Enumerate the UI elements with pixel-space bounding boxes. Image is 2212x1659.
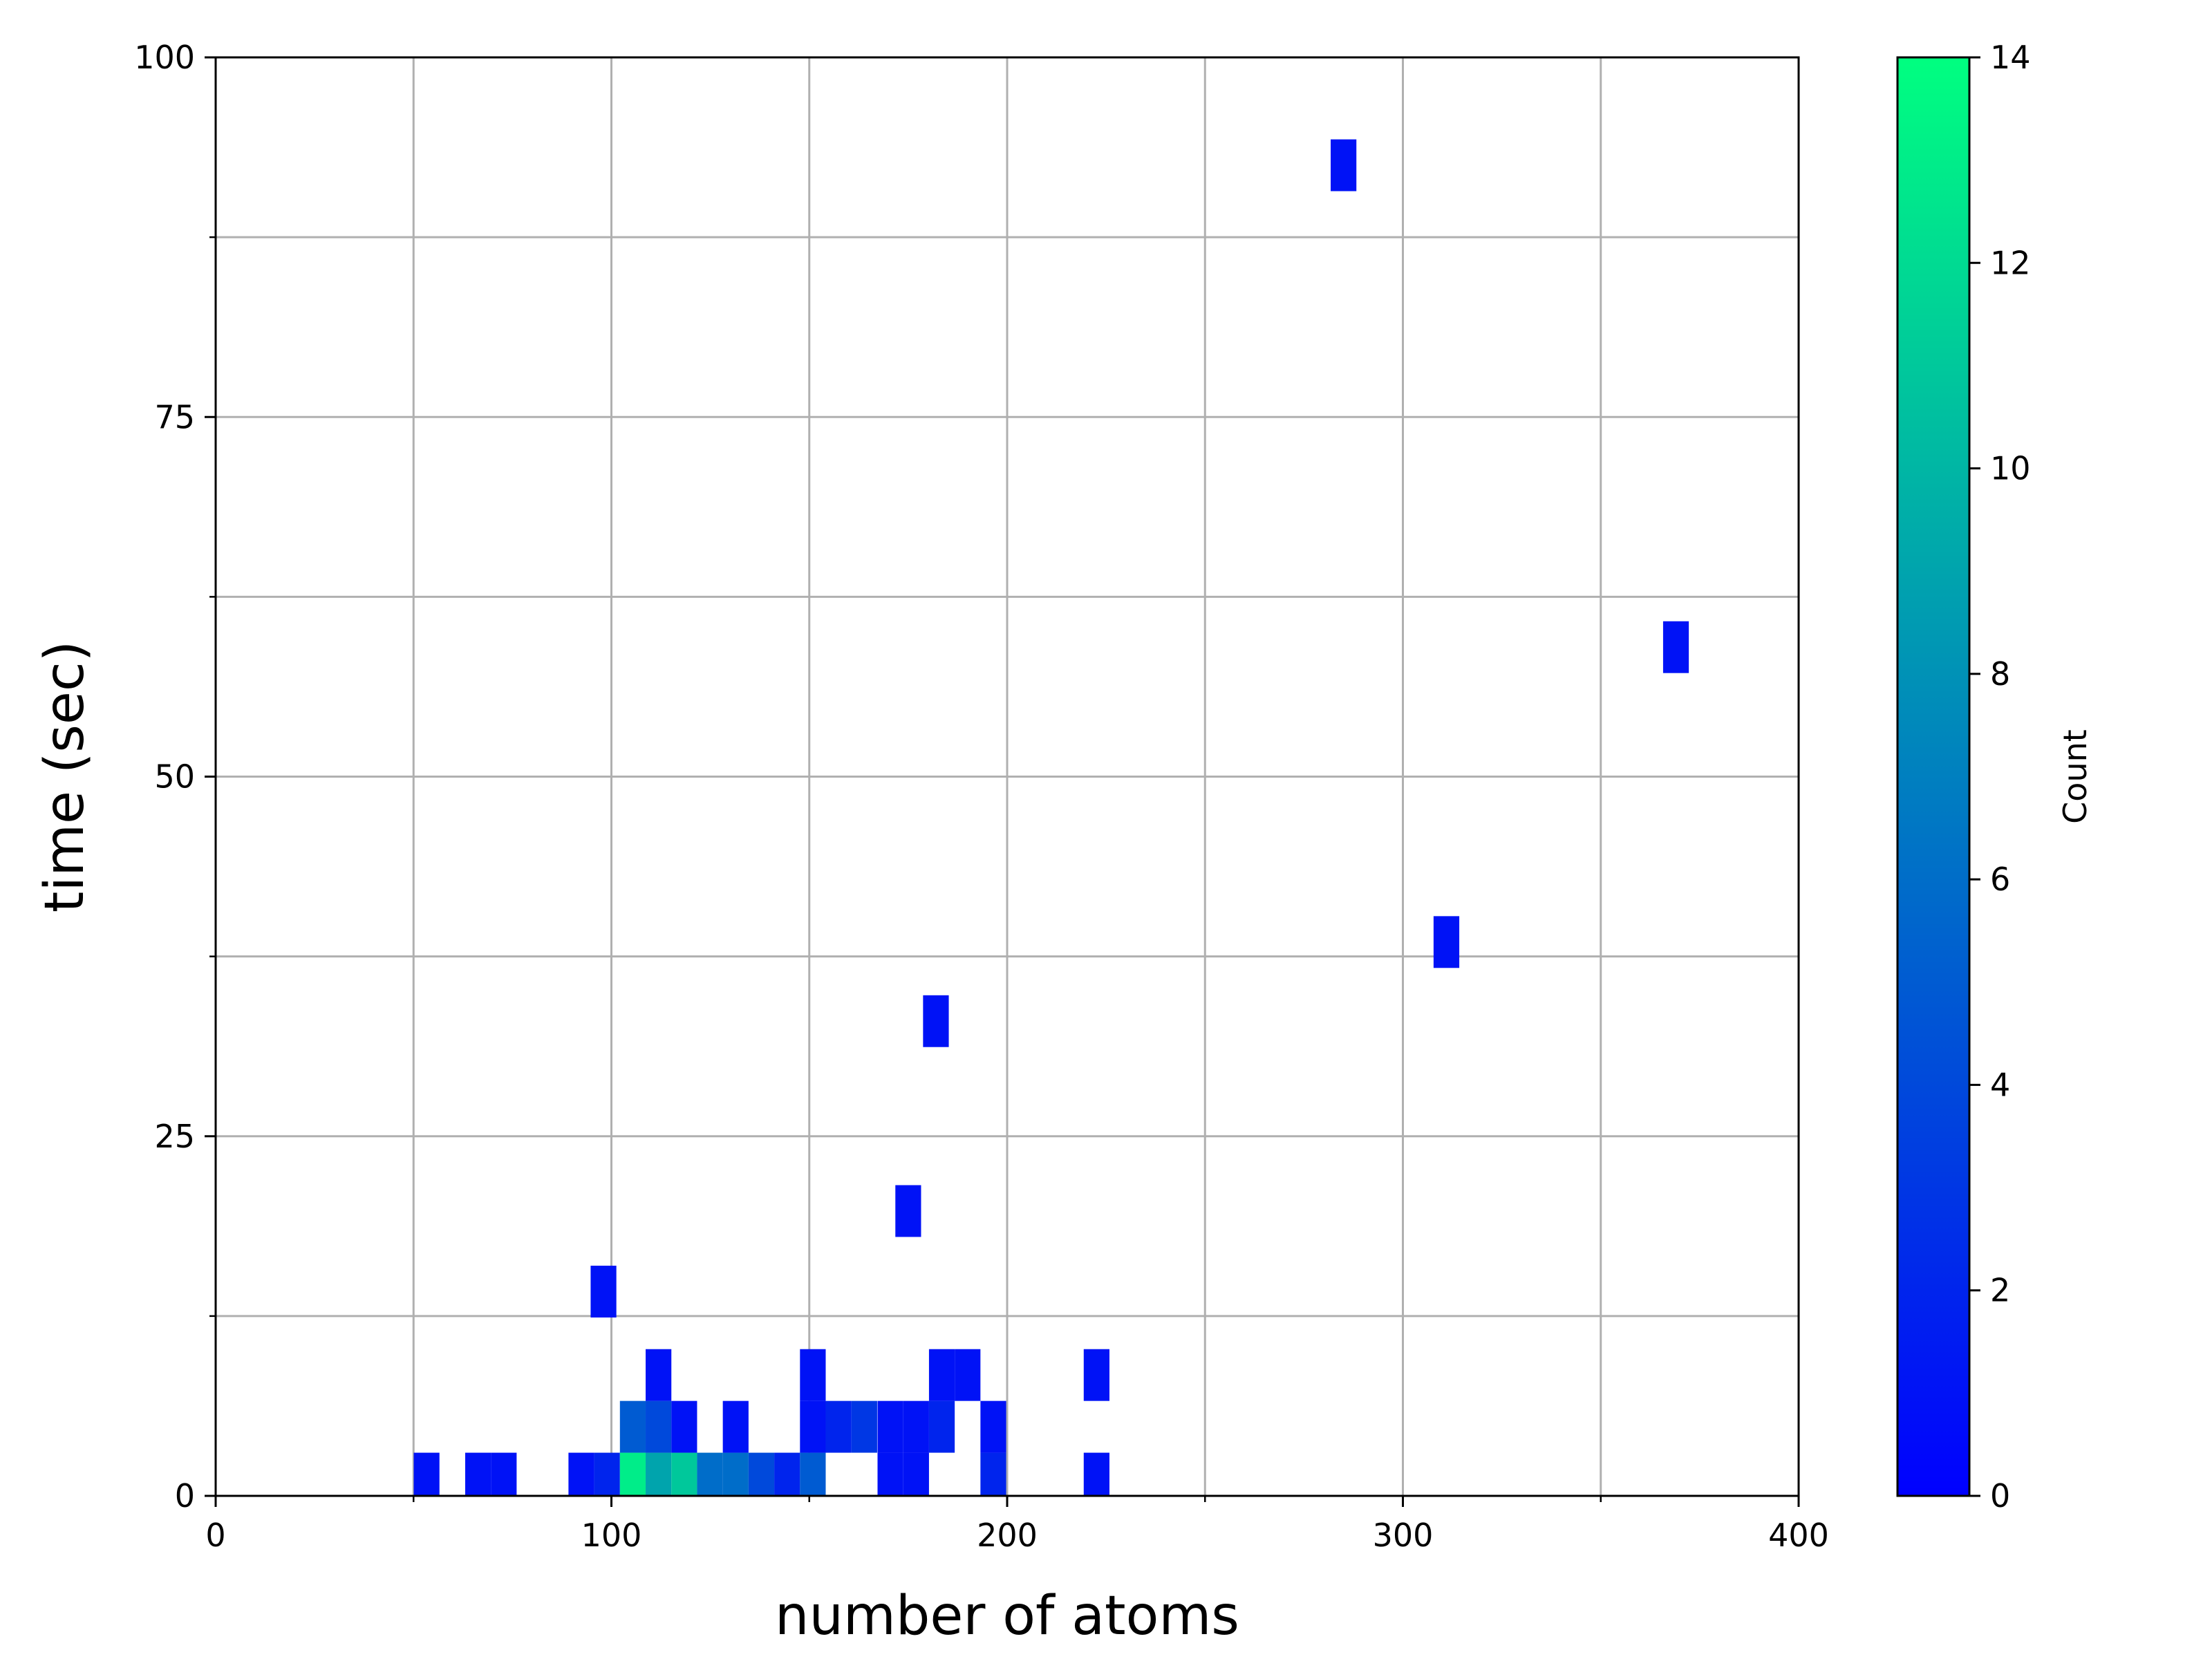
x-axis-label: number of atoms bbox=[775, 1585, 1239, 1647]
x-tick-label: 300 bbox=[1373, 1517, 1434, 1554]
histogram-bin bbox=[1331, 139, 1357, 191]
colorbar-tick-label: 2 bbox=[1990, 1272, 2010, 1309]
histogram-bin bbox=[825, 1400, 852, 1453]
grid bbox=[214, 56, 1800, 1497]
histogram-bin bbox=[774, 1452, 800, 1496]
y-axis-label: time (sec) bbox=[34, 641, 96, 912]
axis-ticks: 0 100 200 300 400 0 25 50 75 100 bbox=[134, 39, 1829, 1554]
colorbar-ticks: 0 2 4 6 8 10 12 14 bbox=[1969, 39, 2031, 1515]
histogram-bin bbox=[465, 1452, 491, 1496]
histogram-bin bbox=[877, 1400, 903, 1453]
histogram-bin bbox=[877, 1452, 903, 1496]
histogram-bin bbox=[1433, 916, 1460, 968]
y-tick-label: 0 bbox=[175, 1477, 195, 1515]
histogram-bin bbox=[619, 1452, 646, 1496]
histogram-bin bbox=[590, 1266, 617, 1318]
histogram-bin bbox=[903, 1400, 929, 1453]
x-tick-label: 100 bbox=[581, 1517, 642, 1554]
histogram-bin bbox=[748, 1452, 775, 1496]
y-tick-label: 25 bbox=[154, 1118, 195, 1155]
histogram-bin bbox=[895, 1185, 921, 1237]
histogram-bin bbox=[903, 1452, 929, 1496]
colorbar-tick-label: 10 bbox=[1990, 450, 2031, 487]
histogram-bin bbox=[800, 1349, 826, 1401]
histogram-bin bbox=[1083, 1452, 1109, 1496]
y-tick-label: 100 bbox=[134, 39, 195, 76]
colorbar-tick-label: 6 bbox=[1990, 861, 2010, 898]
y-tick-label: 50 bbox=[154, 758, 195, 796]
y-tick-label: 75 bbox=[154, 398, 195, 435]
histogram-bin bbox=[1083, 1349, 1109, 1401]
histogram-bin bbox=[491, 1452, 517, 1496]
x-tick-label: 0 bbox=[205, 1517, 225, 1554]
histogram-bin bbox=[955, 1349, 981, 1401]
histogram-bin bbox=[413, 1452, 440, 1496]
histogram-bin bbox=[646, 1400, 672, 1453]
colorbar-tick-label: 0 bbox=[1990, 1477, 2010, 1515]
histogram-bin bbox=[671, 1400, 697, 1453]
histogram-bin bbox=[980, 1452, 1006, 1496]
histogram-bin bbox=[619, 1400, 646, 1453]
histogram-bin bbox=[594, 1452, 620, 1496]
colorbar-tick-label: 8 bbox=[1990, 655, 2010, 693]
histogram-bin bbox=[646, 1349, 672, 1401]
histogram-bin bbox=[1662, 621, 1689, 673]
colorbar-label: Count bbox=[2056, 729, 2094, 824]
histogram-bin bbox=[722, 1400, 749, 1453]
histogram-bins bbox=[413, 139, 1689, 1496]
histogram-bin bbox=[928, 1400, 955, 1453]
colorbar-tick-label: 14 bbox=[1990, 39, 2031, 76]
histogram-bin bbox=[980, 1400, 1006, 1453]
histogram-bin bbox=[800, 1400, 826, 1453]
histogram-bin bbox=[671, 1452, 697, 1496]
x-tick-label: 400 bbox=[1768, 1517, 1829, 1554]
histogram-bin bbox=[800, 1452, 826, 1496]
histogram-bin bbox=[851, 1400, 877, 1453]
x-tick-label: 200 bbox=[977, 1517, 1038, 1554]
colorbar-tick-label: 4 bbox=[1990, 1066, 2010, 1103]
colorbar bbox=[1896, 56, 1971, 1497]
histogram-bin bbox=[928, 1349, 955, 1401]
histogram-bin bbox=[697, 1452, 723, 1496]
histogram-bin bbox=[923, 995, 949, 1047]
histogram-bin bbox=[646, 1452, 672, 1496]
histogram-bin bbox=[722, 1452, 749, 1496]
histogram-bin bbox=[568, 1452, 594, 1496]
colorbar-tick-label: 12 bbox=[1990, 244, 2031, 281]
